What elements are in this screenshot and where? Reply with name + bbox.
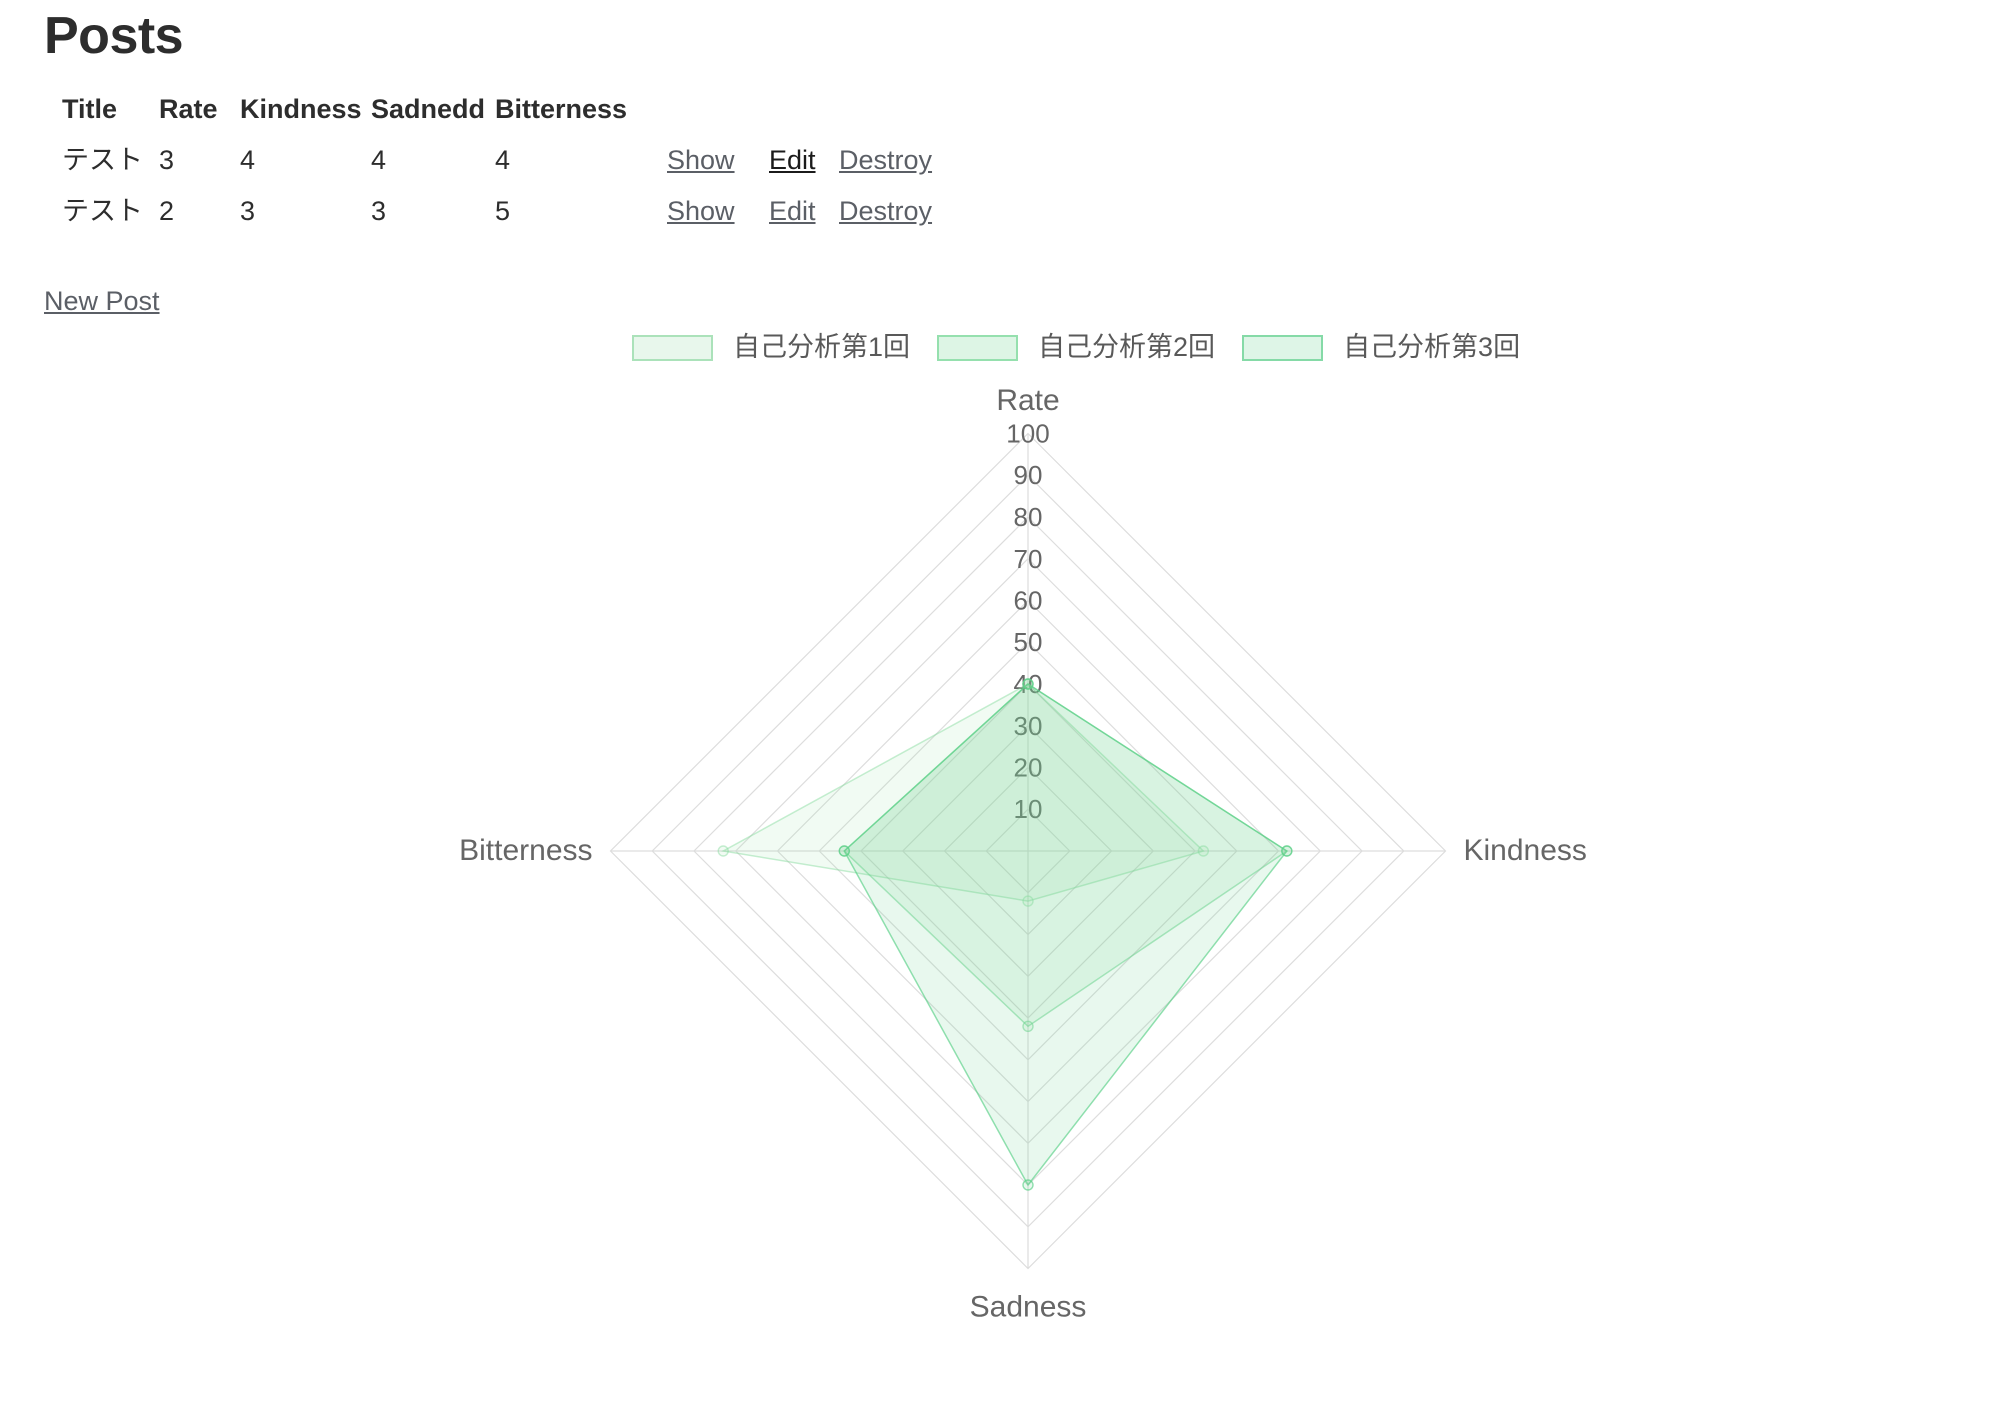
svg-text:50: 50 (1014, 627, 1043, 657)
svg-text:90: 90 (1014, 460, 1043, 490)
svg-text:70: 70 (1014, 544, 1043, 574)
svg-text:80: 80 (1014, 502, 1043, 532)
svg-text:100: 100 (1006, 419, 1049, 449)
svg-text:Kindness: Kindness (1464, 834, 1587, 867)
svg-text:60: 60 (1014, 586, 1043, 616)
svg-text:Bitterness: Bitterness (459, 834, 592, 867)
svg-text:Rate: Rate (996, 384, 1059, 417)
svg-text:Sadness: Sadness (970, 1291, 1087, 1324)
